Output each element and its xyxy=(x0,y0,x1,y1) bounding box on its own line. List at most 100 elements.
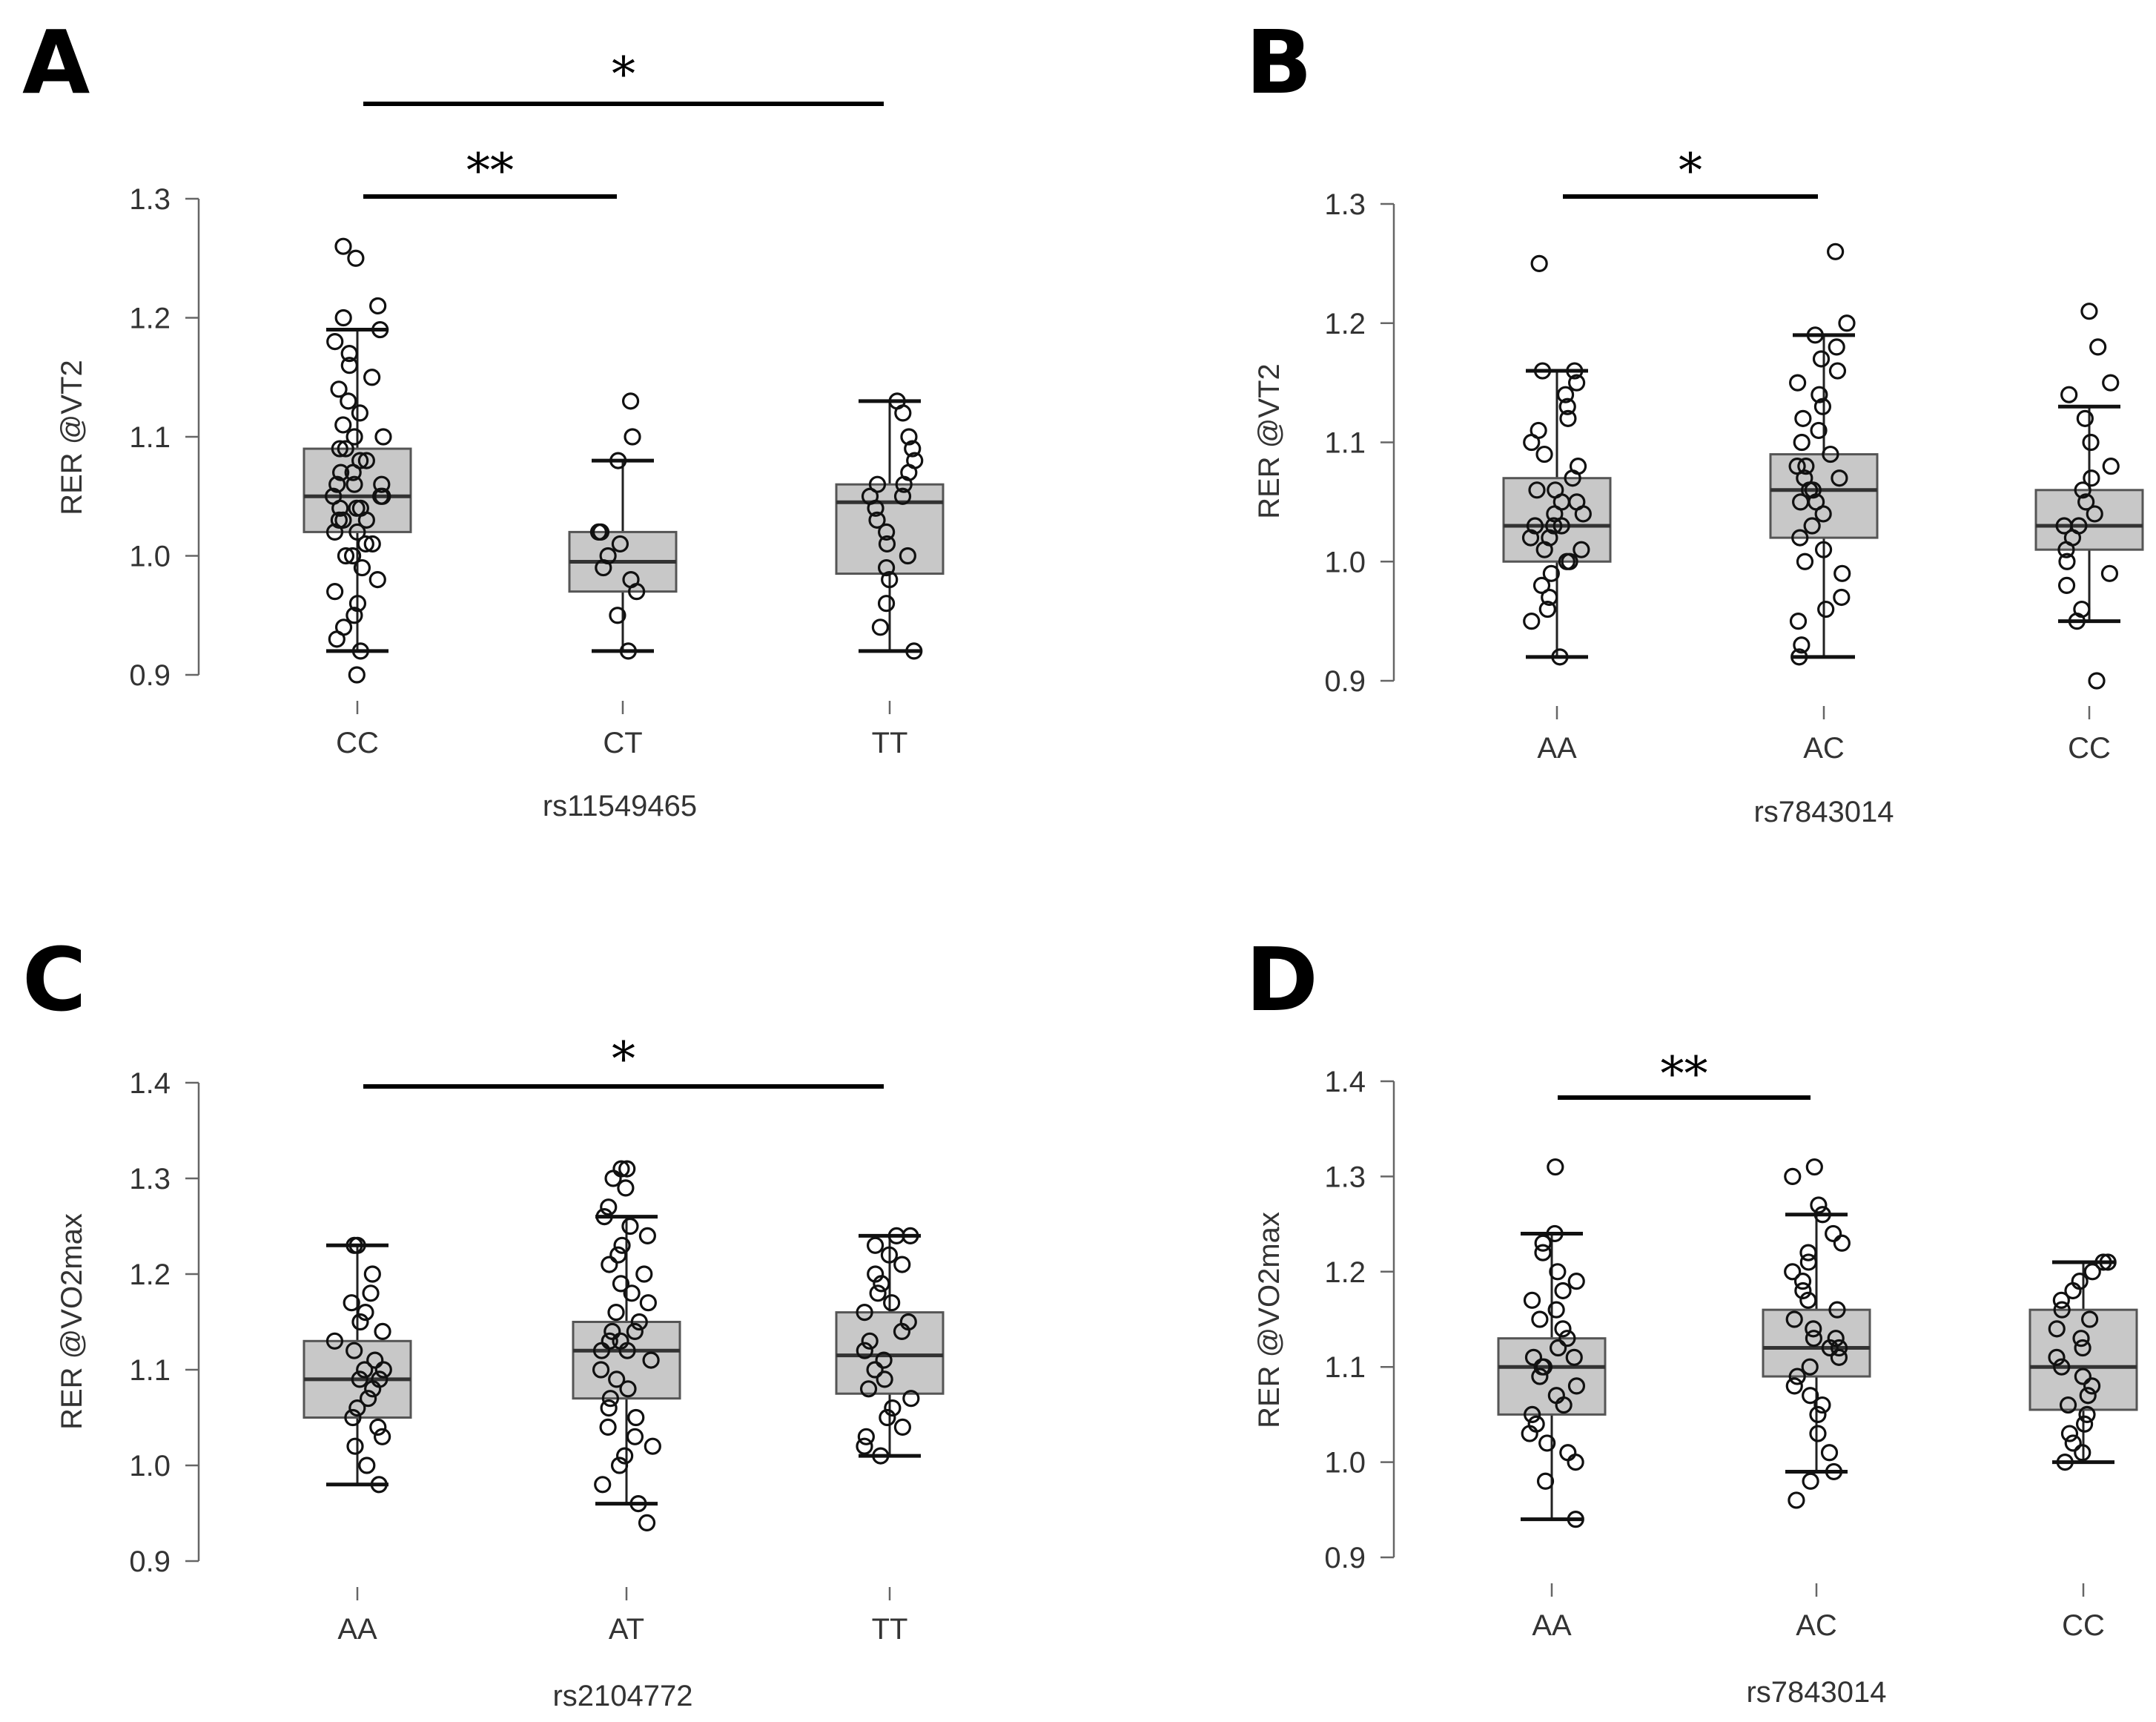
data-point xyxy=(2077,493,2095,511)
data-point xyxy=(1814,541,1833,558)
data-point xyxy=(1788,458,1806,475)
data-point xyxy=(2057,576,2076,595)
data-point xyxy=(1531,1368,1549,1385)
y-tick-label: 1.0 xyxy=(1324,546,1366,578)
data-point xyxy=(1820,1444,1839,1462)
data-point xyxy=(1546,1224,1564,1243)
x-tick-label: CT xyxy=(603,727,642,759)
data-point xyxy=(856,1437,873,1455)
data-point xyxy=(878,535,896,553)
y-tick-label: 1.3 xyxy=(129,1163,171,1195)
data-point xyxy=(2082,433,2100,452)
data-point xyxy=(623,1284,641,1302)
data-point xyxy=(351,452,369,469)
data-point xyxy=(374,1322,391,1341)
box-group-cc xyxy=(2034,303,2144,690)
data-point xyxy=(1788,1368,1806,1385)
data-point xyxy=(595,1207,613,1226)
data-point xyxy=(610,1457,629,1474)
data-point xyxy=(1568,374,1586,392)
x-tick-label: AA xyxy=(337,1613,377,1646)
data-point xyxy=(1838,314,1856,332)
data-point xyxy=(1528,481,1546,499)
data-point xyxy=(626,1322,644,1341)
data-point xyxy=(1567,1273,1585,1290)
data-point xyxy=(1559,409,1577,427)
data-point xyxy=(2058,552,2076,570)
data-point xyxy=(2079,1387,2097,1405)
data-point xyxy=(1558,397,1576,415)
data-point xyxy=(2086,505,2103,523)
iqr-box xyxy=(2028,1308,2138,1411)
x-tick-label: CC xyxy=(2068,732,2111,765)
data-point xyxy=(1810,1196,1828,1214)
data-point xyxy=(358,1457,376,1474)
data-point xyxy=(374,1361,392,1379)
data-point xyxy=(599,547,617,565)
data-point xyxy=(2078,1405,2096,1424)
data-point xyxy=(617,1179,635,1197)
data-point xyxy=(1793,1273,1812,1290)
data-point xyxy=(601,1256,618,1273)
data-point xyxy=(1547,1301,1565,1319)
data-point xyxy=(2080,303,2098,320)
data-point xyxy=(337,547,355,565)
data-point xyxy=(348,595,367,613)
y-tick-label: 1.2 xyxy=(1324,1256,1366,1289)
data-point xyxy=(1797,458,1815,475)
data-point xyxy=(1536,1472,1555,1490)
data-point xyxy=(1828,362,1847,380)
data-point xyxy=(1805,1330,1822,1347)
x-tick-label: CC xyxy=(336,727,379,759)
data-point xyxy=(1821,1339,1839,1357)
data-point xyxy=(1806,326,1824,344)
x-axis-title: rs7843014 xyxy=(1746,1676,1886,1709)
data-point xyxy=(902,1227,919,1245)
data-point xyxy=(326,583,344,601)
data-point xyxy=(1833,588,1851,607)
data-point xyxy=(363,369,381,386)
data-point xyxy=(2083,469,2100,487)
data-point xyxy=(345,1236,363,1254)
data-point xyxy=(893,1418,911,1436)
data-point xyxy=(1565,1348,1583,1366)
data-point xyxy=(366,1351,384,1369)
data-point xyxy=(1811,386,1828,403)
data-point xyxy=(1530,421,1547,440)
data-point xyxy=(1831,469,1848,487)
data-point xyxy=(363,1265,381,1283)
data-point xyxy=(348,523,366,541)
data-point xyxy=(857,1428,875,1445)
data-point xyxy=(374,487,391,505)
data-point xyxy=(1791,529,1809,547)
data-point xyxy=(1566,362,1584,380)
data-point xyxy=(622,570,640,589)
significance-label: * xyxy=(1679,144,1702,199)
data-point xyxy=(635,1265,653,1283)
y-tick-label: 1.2 xyxy=(129,303,171,335)
data-point xyxy=(1827,1330,1845,1347)
data-point xyxy=(2052,1291,2070,1309)
panel-letter: A xyxy=(22,11,90,113)
chart-panel-d: D 0.9 1.0 1.1 1.2 1.3 1.4 RER @VO2max AA AC CC rs78… xyxy=(1246,928,2138,1709)
data-point xyxy=(1554,1320,1572,1338)
data-point xyxy=(1809,1405,1827,1424)
y-axis-title: RER @VO2max xyxy=(1253,1212,1286,1428)
data-point xyxy=(1789,613,1808,630)
data-point xyxy=(1813,397,1832,415)
data-point xyxy=(334,309,352,327)
data-point xyxy=(1833,1234,1851,1252)
data-point xyxy=(1793,433,1811,452)
data-point xyxy=(2102,374,2120,392)
data-point xyxy=(363,535,381,553)
data-point xyxy=(609,1246,627,1264)
y-tick-label: 1.2 xyxy=(1324,308,1366,340)
significance-label: ** xyxy=(1661,1047,1708,1102)
y-tick-label: 1.0 xyxy=(129,1450,171,1482)
y-tick-label: 1.3 xyxy=(1324,1161,1366,1193)
data-point xyxy=(325,1332,344,1350)
data-point xyxy=(1813,1206,1831,1224)
y-axis-title: RER @VT2 xyxy=(56,360,88,515)
data-point xyxy=(1530,254,1548,272)
y-tick-label: 1.0 xyxy=(129,541,171,573)
